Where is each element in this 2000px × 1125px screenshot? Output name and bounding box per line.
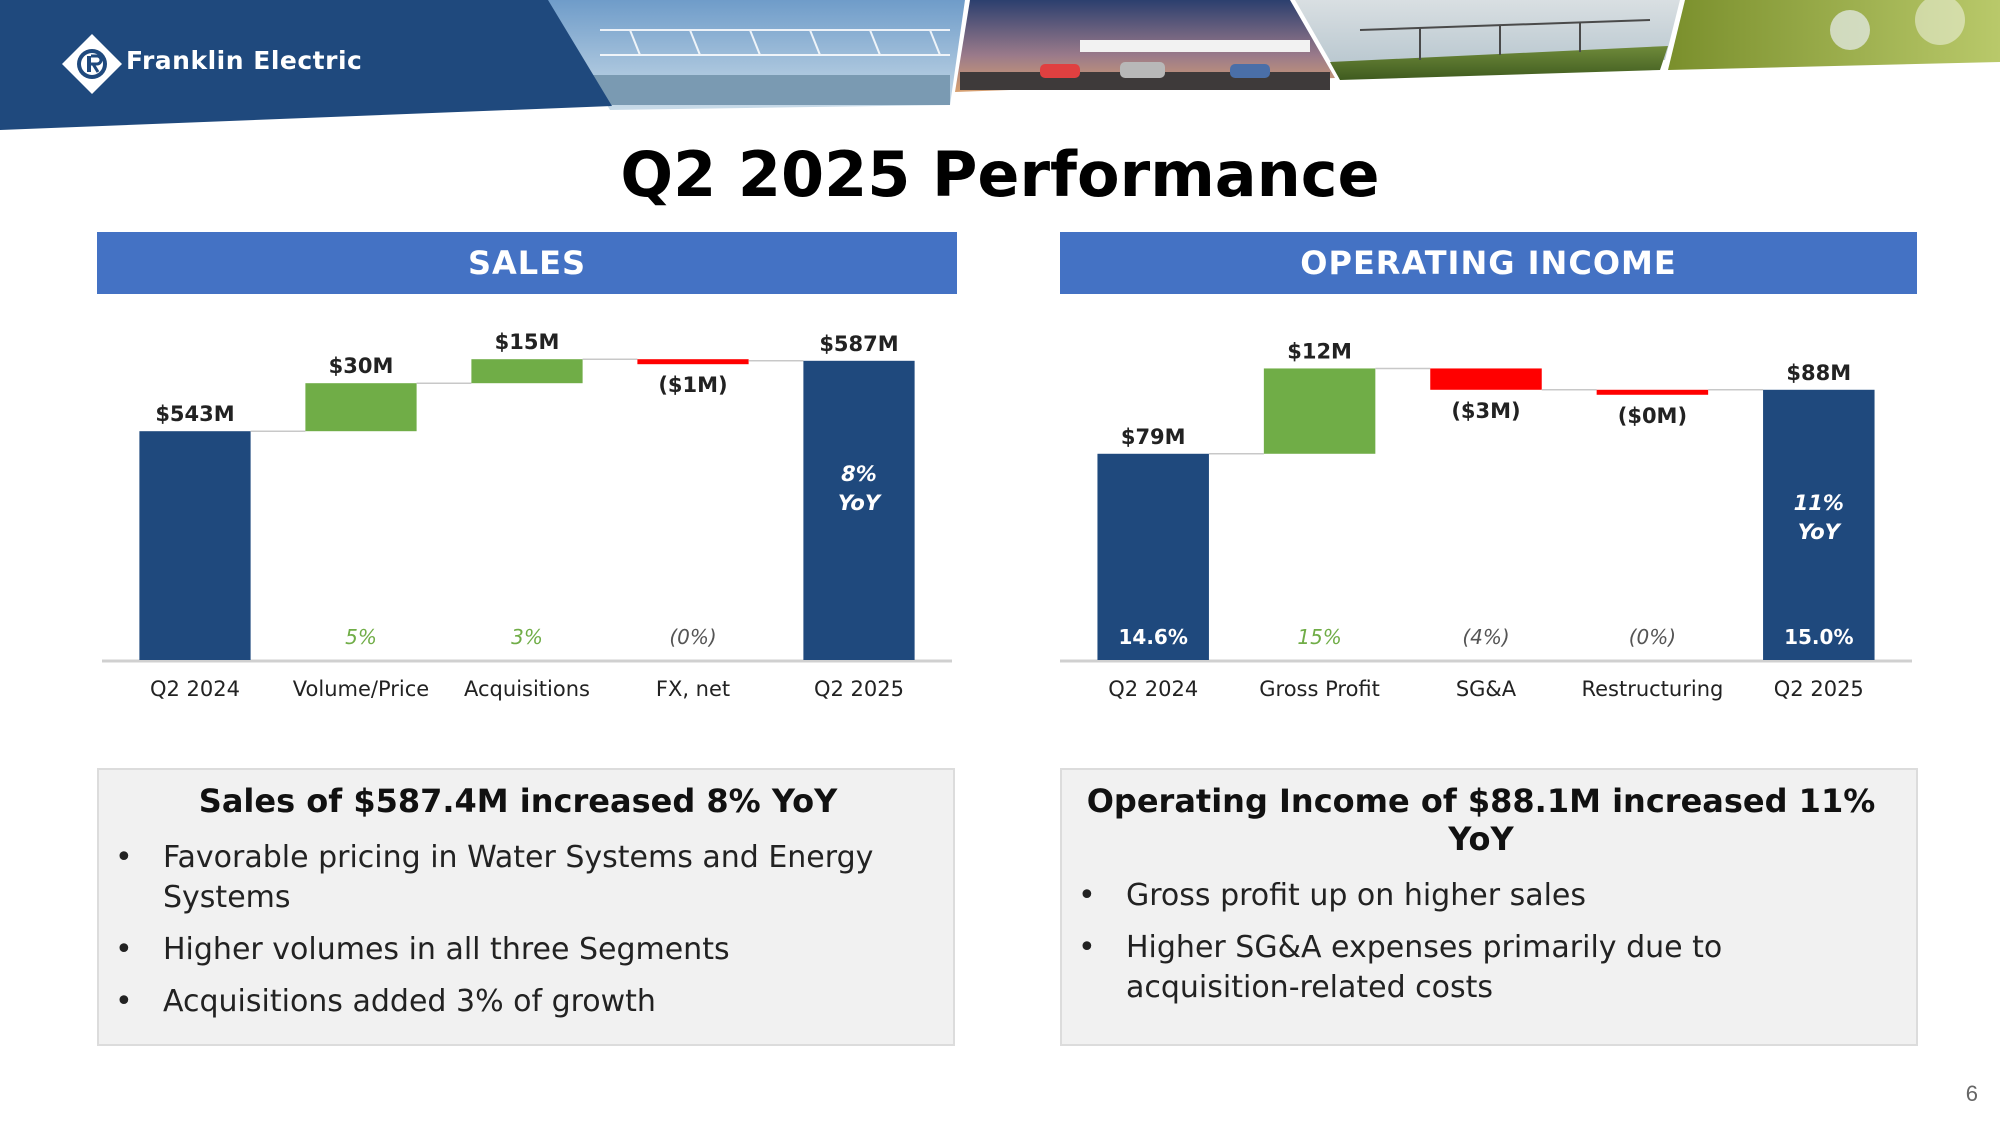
percent-label: 15% [1297, 625, 1341, 649]
operating-income-bullet-list: Gross profit up on higher sales Higher S… [1076, 876, 1886, 1008]
category-label: Volume/Price [293, 677, 429, 701]
category-label: FX, net [656, 677, 730, 701]
category-label: SG&A [1456, 677, 1517, 701]
sales-bullet: Higher volumes in all three Segments [113, 930, 923, 970]
value-label: $543M [155, 402, 234, 426]
operating-income-summary-box: Operating Income of $88.1M increased 11%… [1060, 768, 1918, 1046]
bar-decrease [637, 359, 749, 365]
percent-label: 3% [511, 625, 543, 649]
value-label: $88M [1786, 361, 1851, 385]
percent-label: (0%) [669, 625, 716, 649]
bar-increase [471, 359, 583, 384]
operating-income-bullet: Higher SG&A expenses primarily due to ac… [1076, 928, 1886, 1008]
operating-income-chart-svg: $79M 14.6% Q2 2024 $12M 15% Gross Profit ($3M)… [1060, 339, 1912, 701]
operating-income-waterfall-chart: $79M 14.6% Q2 2024 $12M 15% Gross Profit ($3M)… [1055, 300, 1917, 720]
operating-income-summary-title: Operating Income of $88.1M increased 11%… [1086, 782, 1876, 858]
value-label: ($3M) [1451, 399, 1520, 423]
value-label: $15M [495, 330, 560, 354]
yoy-label: YoY [1798, 520, 1842, 544]
bar-total [803, 360, 915, 660]
bar-increase [1263, 368, 1376, 454]
value-label: ($0M) [1618, 404, 1687, 428]
bar-total [139, 431, 251, 660]
sales-waterfall-chart: $543M Q2 2024 $30M 5% Volume/Price $15M 3% Acqu… [97, 300, 957, 720]
sales-chart-svg: $543M Q2 2024 $30M 5% Volume/Price $15M 3% Acqu… [102, 330, 952, 701]
sales-summary-box: Sales of $587.4M increased 8% YoY Favora… [97, 768, 955, 1046]
brand-name: Franklin Electric [126, 46, 363, 75]
sales-bullet-list: Favorable pricing in Water Systems and E… [113, 838, 923, 1022]
bar-total [1763, 389, 1875, 660]
operating-income-bullet: Gross profit up on higher sales [1076, 876, 1886, 916]
percent-label: 15.0% [1784, 625, 1853, 649]
category-label: Acquisitions [464, 677, 590, 701]
category-label: Q2 2024 [1108, 677, 1198, 701]
header-banner [0, 0, 2000, 130]
sales-header: SALES [97, 232, 957, 294]
value-label: $12M [1287, 339, 1352, 363]
category-label: Restructuring [1581, 677, 1723, 701]
bar-increase [305, 383, 417, 432]
category-label: Q2 2025 [814, 677, 904, 701]
page-number: 6 [1965, 1081, 1978, 1106]
value-label: $30M [329, 354, 394, 378]
value-label: $587M [819, 332, 898, 356]
bar-decrease [1430, 368, 1542, 390]
operating-income-header: OPERATING INCOME [1060, 232, 1917, 294]
bar-total [1097, 453, 1209, 660]
yoy-label: 11% [1794, 491, 1844, 515]
yoy-label: YoY [838, 491, 882, 515]
sales-bullet: Favorable pricing in Water Systems and E… [113, 838, 923, 918]
percent-label: 5% [345, 625, 377, 649]
category-label: Q2 2025 [1774, 677, 1864, 701]
sales-summary-title: Sales of $587.4M increased 8% YoY [198, 782, 838, 820]
category-label: Gross Profit [1259, 677, 1380, 701]
franklin-electric-logo-icon [62, 34, 122, 94]
page-title: Q2 2025 Performance [620, 138, 1380, 211]
percent-label: (0%) [1629, 625, 1676, 649]
value-label: ($1M) [658, 373, 727, 397]
category-label: Q2 2024 [150, 677, 240, 701]
value-label: $79M [1121, 425, 1186, 449]
sales-bullet: Acquisitions added 3% of growth [113, 982, 923, 1022]
bar-decrease [1596, 389, 1709, 395]
percent-label: (4%) [1462, 625, 1509, 649]
yoy-label: 8% [841, 462, 877, 486]
percent-label: 14.6% [1119, 625, 1188, 649]
